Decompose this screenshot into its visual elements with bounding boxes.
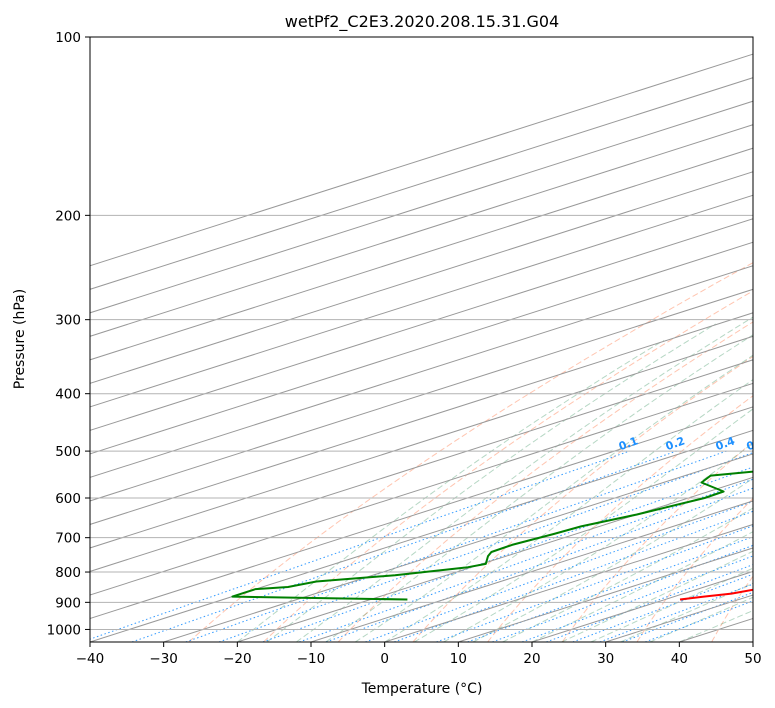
mixing-ratio-label: 0.1 (617, 434, 640, 453)
dry-adiabat-line (188, 262, 753, 642)
mixing-ratio-line (131, 450, 677, 642)
isotherm-line (90, 218, 753, 431)
mixing-ratio-line (185, 450, 727, 642)
moist-adiabat-line (531, 531, 753, 642)
dry-adiabat-line (263, 290, 753, 642)
background-lines (90, 37, 753, 642)
x-tick-label: 50 (744, 651, 761, 667)
isotherm-line (458, 547, 753, 642)
mixing-ratio-line (492, 544, 753, 642)
x-tick-label: −30 (149, 651, 178, 667)
moist-adiabat-line (443, 442, 753, 642)
y-tick-label: 700 (55, 531, 81, 547)
x-tick-label: 10 (450, 651, 467, 667)
temperature-profile-line (679, 588, 753, 601)
isotherm-line (163, 453, 753, 642)
x-tick-label: 0 (380, 651, 389, 667)
mixing-ratio-line (365, 500, 753, 642)
x-tick-label: 30 (597, 651, 614, 667)
y-tick-label: 200 (55, 208, 81, 224)
mixing-ratio-line (546, 564, 753, 642)
y-tick-label: 500 (55, 444, 81, 460)
moist-adiabat-line (325, 334, 753, 642)
moist-adiabat-line (237, 339, 664, 642)
mixing-ratio-line (218, 452, 753, 642)
isotherm-line (90, 335, 753, 549)
isotherm-line (531, 570, 753, 642)
mixing-ratio-line (436, 525, 753, 642)
isotherm-line (90, 359, 753, 572)
isotherm-line (90, 429, 753, 642)
x-tick-label: 40 (671, 651, 688, 667)
isotherm-line (90, 100, 753, 314)
y-axis-title: Pressure (hPa) (12, 289, 28, 389)
x-tick-label: −20 (223, 651, 252, 667)
isotherm-line (90, 406, 753, 620)
isotherm-line (752, 641, 753, 642)
mixing-ratio-labels: 0.10.20.40.611.52346810131620253036 (617, 434, 768, 453)
dry-adiabat-line (561, 441, 753, 642)
isotherm-line (90, 77, 753, 290)
axis-ticks: −40 −30 −20 −10 0 10 20 30 40 50 1000 900 800 700 600 5… (47, 30, 762, 667)
isotherm-line (90, 124, 753, 337)
x-axis-title: Temperature (°C) (361, 681, 483, 697)
isotherm-line (605, 594, 753, 642)
dry-adiabat-line (636, 497, 753, 642)
dewpoint-profile-line (231, 470, 753, 601)
y-tick-label: 600 (55, 491, 81, 507)
y-tick-label: 400 (55, 387, 81, 403)
isotherm-line (90, 194, 753, 408)
isotherm-line (90, 171, 753, 384)
moist-adiabat-line (679, 610, 753, 642)
moist-adiabat-line (502, 507, 753, 642)
mixing-ratio-line (299, 478, 753, 642)
isotherm-line (90, 265, 753, 478)
moist-adiabat-line (561, 550, 753, 642)
isotherm-line (384, 523, 753, 642)
isotherm-line (90, 382, 753, 596)
x-tick-label: 20 (523, 651, 540, 667)
mixing-ratio-line (325, 487, 753, 642)
isotherm-line (90, 147, 753, 361)
dry-adiabat-line (487, 395, 753, 642)
profiles (231, 470, 753, 601)
y-tick-label: 100 (55, 30, 81, 46)
mixing-ratio-line (599, 583, 753, 642)
y-tick-label: 800 (55, 565, 81, 581)
isotherm-line (90, 53, 753, 267)
moist-adiabat-line (354, 354, 753, 642)
isotherm-line (90, 288, 753, 502)
mixing-ratio-label: 0.4 (714, 434, 737, 453)
x-tick-label: −10 (297, 651, 326, 667)
isotherm-line (90, 241, 753, 455)
moist-adiabat-line (620, 582, 753, 642)
mixing-ratio-label: 0.2 (664, 434, 687, 453)
moist-adiabat-line (296, 316, 753, 642)
mixing-ratio-label: 0.6 (745, 434, 768, 453)
isotherm-line (237, 476, 753, 642)
isotherm-line (310, 500, 753, 642)
plot-frame (89, 36, 754, 643)
moist-adiabat-line (384, 378, 753, 642)
y-tick-label: 300 (55, 313, 81, 329)
isotherm-line (90, 312, 753, 525)
x-tick-label: −40 (76, 651, 105, 667)
moist-adiabat-line (266, 323, 716, 642)
isotherm-line (679, 617, 753, 642)
chart-title: wetPf2_C2E3.2020.208.15.31.G04 (285, 12, 559, 32)
y-tick-label: 900 (55, 595, 81, 611)
mixing-ratio-line (90, 450, 630, 640)
moist-adiabat-line (472, 477, 753, 642)
y-tick-label: 1000 (47, 622, 81, 638)
dry-adiabat-line (337, 321, 753, 642)
moist-adiabat-line (413, 408, 753, 642)
